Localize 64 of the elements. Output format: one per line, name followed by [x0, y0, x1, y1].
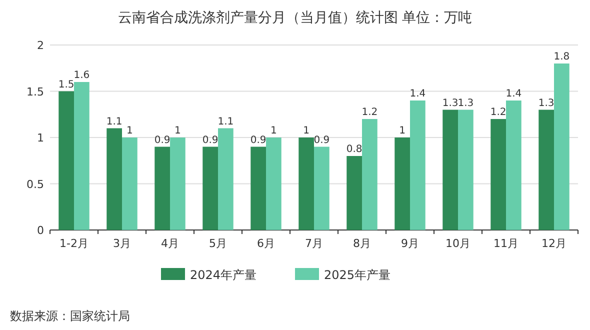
bar	[410, 100, 426, 230]
x-tick-label: 8月	[353, 237, 371, 250]
data-label: 1	[303, 126, 310, 136]
x-tick-label: 9月	[401, 237, 419, 250]
bar	[394, 138, 410, 230]
bar	[506, 100, 522, 230]
y-tick-label: 2	[37, 39, 44, 52]
data-label: 1.4	[506, 88, 522, 100]
bar	[250, 146, 266, 230]
data-label: 1	[126, 126, 133, 136]
bar	[538, 110, 554, 230]
bar	[106, 128, 122, 230]
data-label: 1	[174, 126, 181, 136]
data-label: 0.9	[202, 134, 218, 146]
bar	[218, 128, 234, 230]
bar	[74, 82, 90, 230]
x-tick-label: 5月	[209, 237, 227, 250]
data-label: 1.3	[458, 98, 474, 109]
x-tick-label: 4月	[161, 237, 179, 250]
bar	[346, 156, 362, 230]
data-label: 1	[270, 126, 277, 136]
x-tick-label: 3月	[113, 237, 131, 250]
data-label: 0.9	[314, 134, 330, 146]
data-label: 1.2	[362, 107, 378, 118]
data-label: 0.9	[250, 134, 266, 146]
y-tick-label: 0.5	[26, 178, 44, 191]
data-label: 0.9	[154, 134, 170, 146]
bar	[554, 64, 570, 230]
bar	[122, 138, 138, 230]
bar	[266, 138, 282, 230]
bar	[154, 146, 170, 230]
data-label: 1.3	[442, 98, 458, 109]
data-label: 1.3	[538, 98, 554, 109]
x-tick-label: 10月	[446, 237, 470, 250]
bar	[202, 146, 218, 230]
bar	[314, 146, 330, 230]
chart-title: 云南省合成洗涤剂产量分月（当月值）统计图 单位：万吨	[118, 10, 472, 26]
x-tick-label: 7月	[305, 237, 323, 250]
data-label: 1.1	[106, 116, 122, 128]
data-label: 0.8	[346, 144, 362, 155]
data-label: 1.6	[74, 70, 90, 81]
data-label: 1	[399, 126, 406, 136]
legend-label: 2024年产量	[190, 268, 257, 282]
y-tick-label: 0	[37, 224, 44, 237]
bar	[170, 138, 186, 230]
x-tick-label: 1-2月	[60, 237, 88, 250]
data-label: 1.2	[490, 107, 506, 118]
data-label: 1.8	[554, 52, 570, 62]
legend-label: 2025年产量	[324, 268, 391, 282]
bar	[58, 91, 74, 230]
bar	[362, 119, 378, 230]
bar	[442, 110, 458, 230]
bar	[458, 110, 474, 230]
data-label: 1.5	[58, 79, 74, 90]
x-tick-label: 6月	[257, 237, 275, 250]
bar	[490, 119, 506, 230]
x-tick-label: 12月	[542, 237, 566, 250]
x-tick-label: 11月	[494, 237, 518, 250]
data-label: 1.1	[218, 116, 234, 128]
y-tick-label: 1.5	[26, 85, 44, 98]
bar	[298, 138, 314, 230]
data-label: 1.4	[410, 88, 426, 100]
y-tick-label: 1	[37, 132, 44, 144]
source-note: 数据来源：国家统计局	[10, 309, 130, 323]
